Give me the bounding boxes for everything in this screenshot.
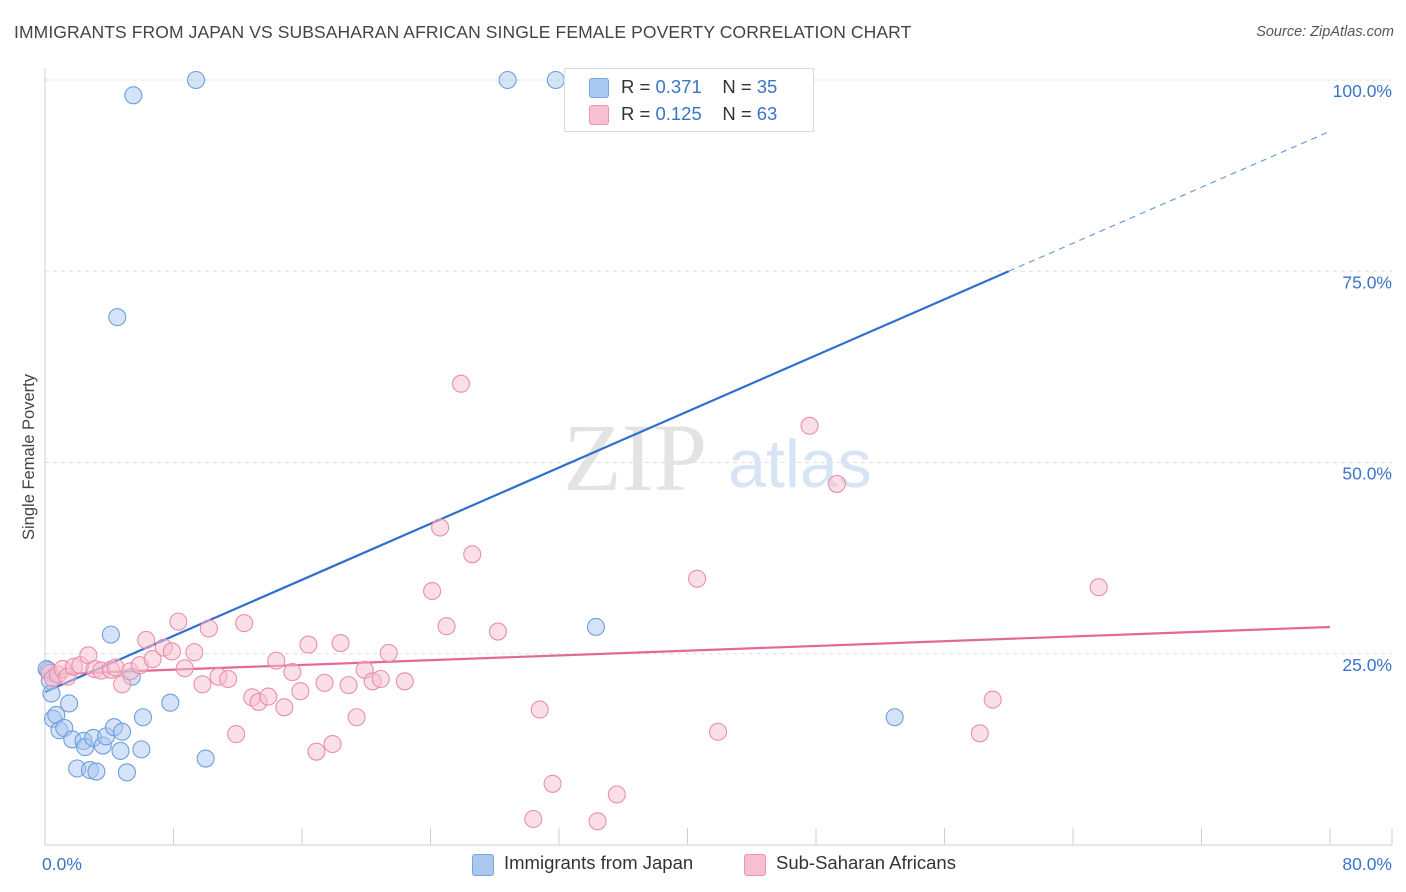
point-africa (488, 622, 508, 641)
point-africa (395, 672, 414, 691)
point-africa (283, 663, 302, 682)
point-japan (133, 708, 153, 727)
x-tick-label: 80.0% (1342, 854, 1392, 874)
point-africa (524, 809, 543, 829)
point-africa (379, 643, 398, 663)
watermark-atlas: atlas (728, 426, 872, 502)
point-africa (431, 518, 450, 537)
point-africa (463, 545, 482, 564)
n-label: N = (722, 103, 757, 124)
point-japan (108, 308, 127, 327)
point-africa (1089, 578, 1108, 597)
point-japan (101, 625, 120, 644)
legend-label-japan: Immigrants from Japan (504, 852, 694, 873)
correlation-legend: R = 0.371 N = 35 R = 0.125 N = 63 (564, 68, 814, 132)
point-africa (423, 581, 442, 601)
point-japan (42, 684, 61, 703)
point-africa (688, 569, 707, 588)
point-africa (827, 474, 846, 493)
data-points (37, 70, 1108, 831)
point-africa (451, 374, 471, 393)
point-africa (235, 614, 254, 633)
point-africa (983, 690, 1002, 709)
point-japan (113, 722, 132, 741)
point-africa (339, 676, 358, 695)
legend-swatch-japan-bottom (472, 854, 494, 876)
point-africa (315, 673, 334, 692)
source-label: Source: ZipAtlas.com (1256, 24, 1394, 40)
point-japan (132, 740, 151, 759)
point-africa (970, 724, 989, 743)
r-value-africa: 0.125 (655, 103, 702, 124)
point-africa (169, 612, 188, 631)
r-value-japan: 0.371 (655, 76, 702, 97)
y-tick-label: 25.0% (1342, 655, 1392, 675)
point-japan (885, 708, 904, 727)
legend-swatch-africa (589, 105, 609, 125)
point-africa (800, 416, 819, 435)
point-africa (175, 659, 194, 678)
trendline-japan-extension (1008, 130, 1331, 272)
legend-swatch-africa-bottom (744, 854, 766, 876)
y-tick-label: 100.0% (1333, 81, 1392, 101)
r-label: R = (621, 76, 656, 97)
x-tick-label: 0.0% (42, 854, 82, 874)
legend-swatch-japan (589, 78, 609, 98)
n-value-japan: 35 (756, 76, 778, 97)
point-africa (185, 643, 204, 662)
point-japan (196, 749, 215, 768)
point-africa (323, 734, 342, 754)
y-tick-label: 75.0% (1342, 272, 1392, 292)
point-japan (60, 694, 79, 713)
legend-label-africa: Sub-Saharan Africans (776, 852, 956, 873)
r-label: R = (621, 103, 656, 124)
point-africa (437, 617, 456, 636)
chart-title: IMMIGRANTS FROM JAPAN VS SUBSAHARAN AFRI… (14, 22, 912, 42)
point-japan (186, 70, 206, 90)
point-africa (113, 675, 132, 694)
point-africa (543, 774, 562, 793)
point-africa (219, 669, 238, 689)
point-africa (607, 785, 626, 804)
watermark: ZIP atlas (563, 404, 872, 511)
point-japan (546, 70, 565, 90)
trendline-africa (44, 625, 1331, 676)
point-africa (193, 675, 212, 694)
point-africa (347, 708, 366, 727)
point-africa (162, 642, 181, 661)
point-africa (307, 742, 326, 761)
watermark-zip: ZIP (563, 404, 707, 511)
point-africa (199, 619, 218, 638)
point-japan (498, 70, 517, 90)
y-axis-title: Single Female Poverty (20, 373, 38, 540)
point-africa (259, 687, 278, 706)
tick-labels: 25.0% 50.0% 75.0% 100.0% 0.0% 80.0% Single Fem… (20, 81, 1392, 874)
point-africa (275, 698, 294, 717)
point-africa (143, 650, 162, 669)
point-africa (299, 635, 318, 654)
point-japan (111, 741, 130, 760)
point-africa (291, 682, 310, 701)
point-africa (267, 651, 286, 670)
y-tick-label: 50.0% (1342, 464, 1392, 484)
n-value-africa: 63 (756, 103, 778, 124)
point-africa (137, 630, 156, 650)
point-africa (588, 812, 607, 831)
point-japan (586, 617, 605, 637)
gridlines (45, 79, 1392, 655)
point-africa (227, 725, 246, 744)
point-africa (331, 633, 350, 653)
point-japan (87, 762, 106, 781)
point-japan (124, 86, 143, 105)
point-africa (530, 700, 549, 719)
point-japan (117, 763, 136, 782)
n-label: N = (722, 76, 757, 97)
point-japan (161, 693, 180, 712)
point-africa (708, 722, 728, 741)
trendlines (44, 130, 1331, 694)
point-africa (371, 669, 390, 689)
